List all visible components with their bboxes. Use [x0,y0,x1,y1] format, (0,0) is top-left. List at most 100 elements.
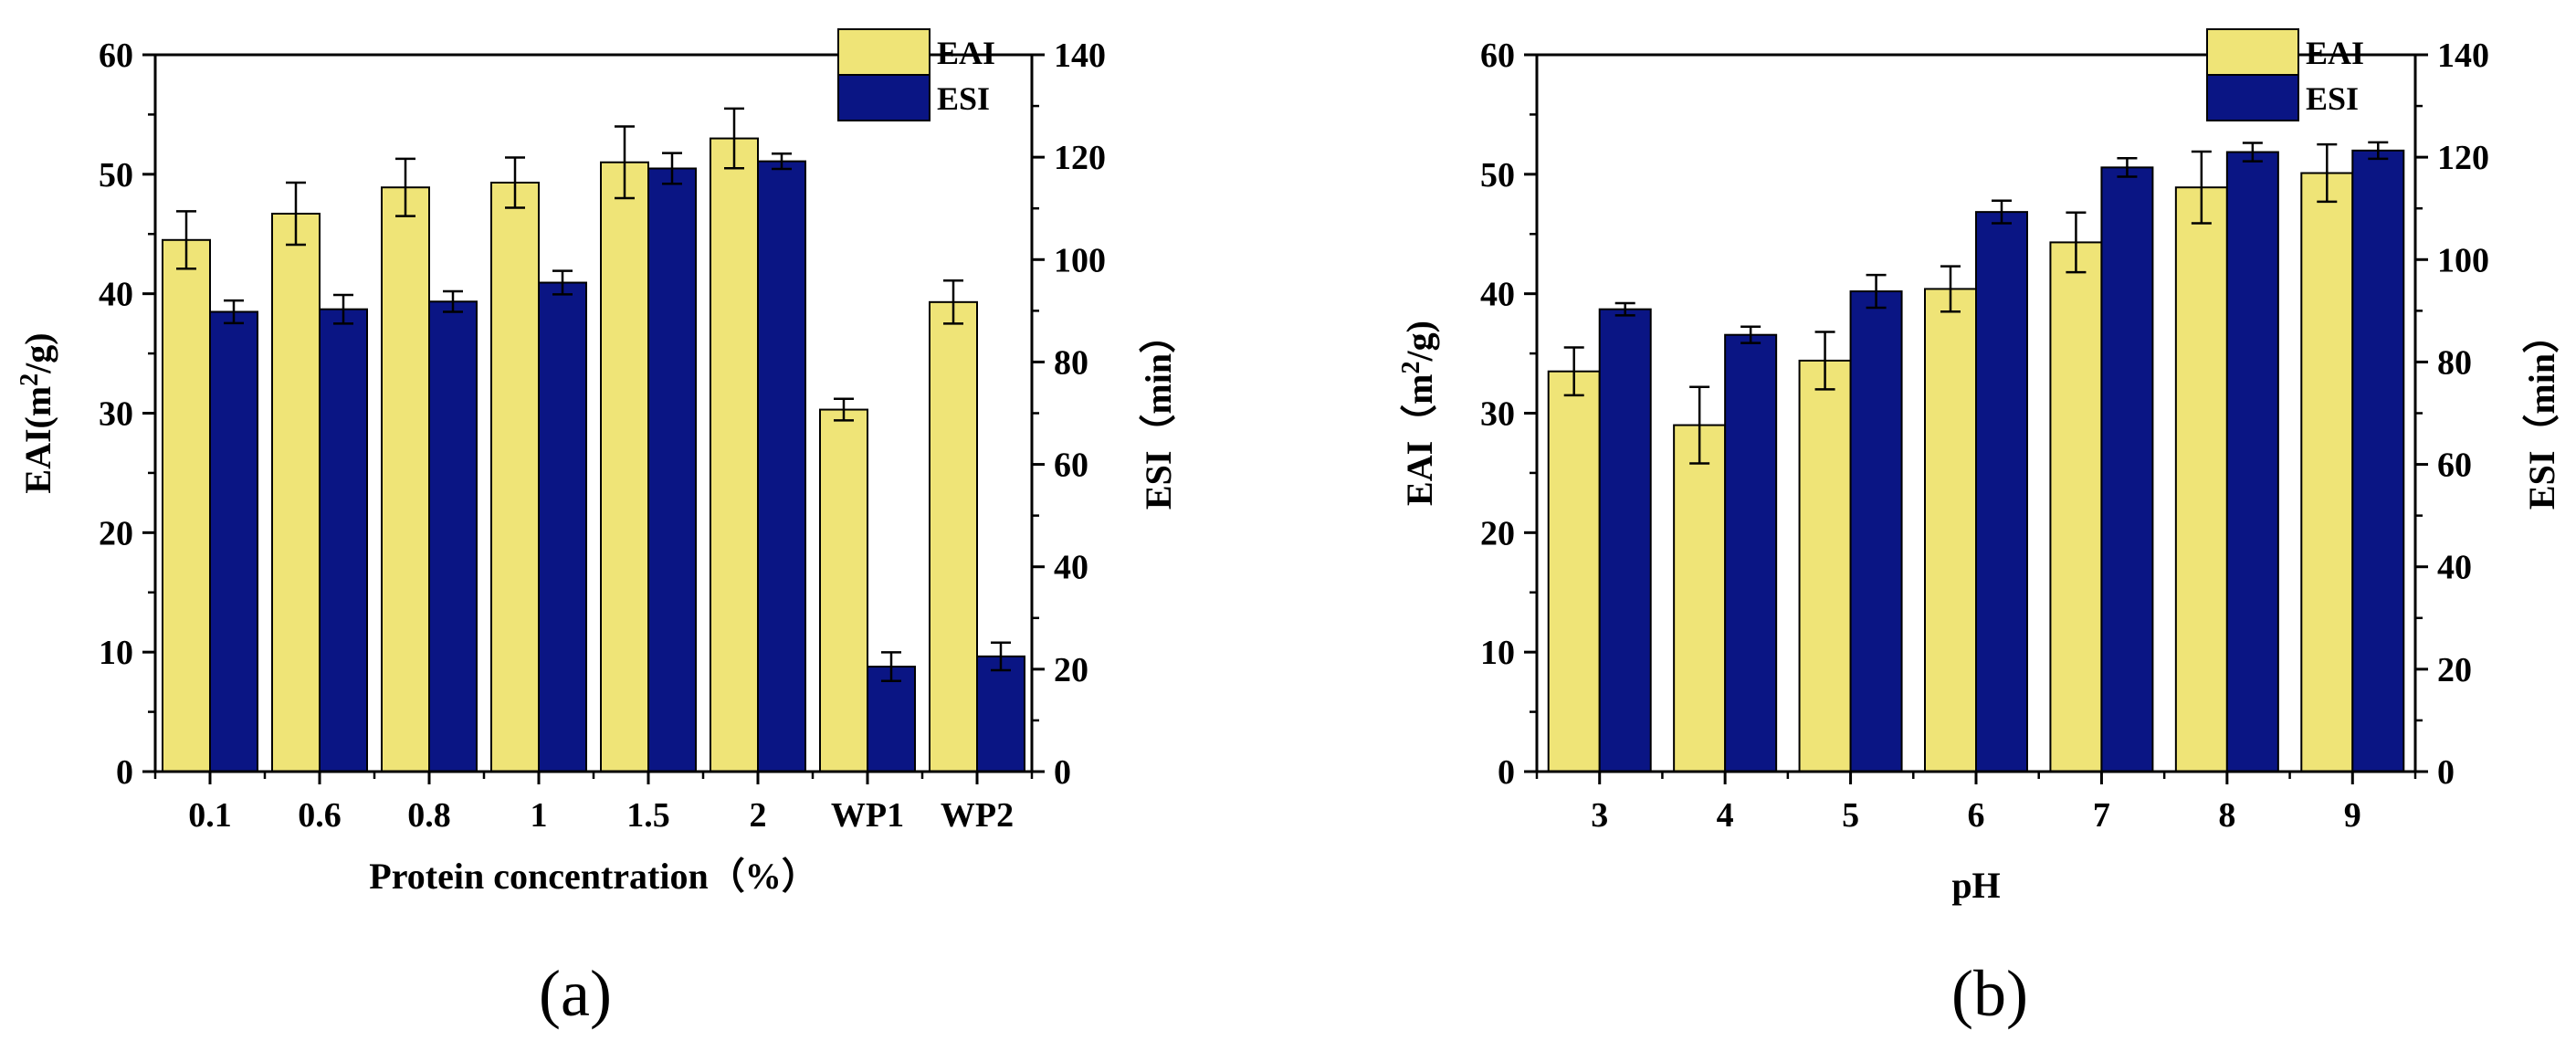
y-axis-right-title: ESI（min） [2521,317,2562,510]
y-right-tick-label: 40 [2437,549,2472,587]
legend: EAI ESI [837,28,995,121]
chart-panel-b: 0 10 20 30 40 50 60 0 20 40 60 80 100 120 140 3 4 5 6 7 8 9 pH… [1397,28,2562,1030]
bar-esi-wp1 [867,666,916,773]
x-tick-label: 0.1 [188,796,232,835]
chart-panel-a: 0 10 20 30 40 50 60 0 20 40 60 80 100 120 140 0.1 0.6 0.8… [16,28,1179,1030]
x-axis-title: Protein concentration（%） [369,856,817,897]
x-tick-label: 7 [2093,796,2110,835]
bar-eai-0.1 [162,238,211,772]
y-right-tick-label: 40 [1054,549,1088,587]
y-axis-left-title: EAI(m2/g) [16,332,58,493]
bar-eai-4 [1673,424,1727,772]
y-right-tick-label: 140 [1054,37,1106,75]
legend: EAI ESI [2206,28,2364,121]
y-left-tick-label: 20 [1480,514,1515,552]
bar-eai-5 [1798,359,1852,772]
bar-esi-9 [2351,149,2405,772]
y-axis-left-title: EAI（m2/g) [1397,321,1440,506]
y-left-tick-label: 20 [99,514,133,552]
bar-esi-0.8 [428,300,478,772]
x-tick-label: 1 [531,796,548,835]
x-tick-label: 0.8 [407,796,451,835]
y-axis-left-title-superscript: 2 [16,373,44,386]
panel-label: (b) [1951,957,2028,1030]
y-left-tick-label: 0 [116,753,133,792]
bar-esi-wp2 [976,655,1025,773]
y-right-tick-label: 80 [1054,343,1088,382]
bars [162,137,1025,773]
bar-eai-7 [2049,241,2103,772]
bar-esi-5 [1849,290,1903,772]
x-axis-title: pH [1951,865,2000,906]
y-left-tick-label: 0 [1498,753,1515,792]
bar-eai-0.8 [381,186,430,773]
x-axis: 0.1 0.6 0.8 1 1.5 2 WP1 WP2 [153,772,1034,835]
bar-esi-7 [2100,166,2154,773]
bar-eai-2 [710,137,759,773]
legend-label-eai: EAI [2306,35,2364,71]
bar-esi-0.1 [209,310,258,772]
y-axis-left-title-prefix: EAI（m [1399,373,1440,505]
bar-esi-1 [538,281,587,772]
bar-esi-1.5 [647,167,697,772]
y-right-tick-label: 80 [2437,343,2472,382]
y-right-tick-label: 120 [1054,139,1106,177]
legend-label-esi: ESI [2306,80,2359,117]
y-axis-right-title: ESI（min） [1138,317,1179,510]
bar-esi-3 [1598,308,1652,772]
legend-label-eai: EAI [937,35,995,71]
bar-eai-1.5 [600,161,649,772]
legend-label-esi: ESI [937,80,990,117]
bars [1547,149,2405,773]
bar-eai-wp1 [819,408,868,772]
x-tick-label: WP2 [941,796,1014,835]
y-left-tick-label: 30 [1480,395,1515,434]
bar-eai-9 [2300,172,2354,772]
bar-eai-6 [1924,288,1977,772]
y-right-tick-label: 100 [2437,241,2489,279]
y-left-tick-label: 30 [99,395,133,434]
bar-eai-3 [1547,370,1601,772]
y-right-tick-label: 0 [1054,753,1071,792]
bar-esi-2 [757,160,806,772]
y-left-tick-label: 10 [99,634,133,672]
y-right-tick-label: 140 [2437,37,2489,75]
y-right-tick-label: 100 [1054,241,1106,279]
y-left-tick-label: 60 [99,37,133,75]
x-axis: 3 4 5 6 7 8 9 [1535,772,2417,835]
y-right-tick-label: 60 [1054,447,1088,485]
bar-eai-1 [490,181,540,773]
panel-label: (a) [539,957,612,1030]
legend-swatch-esi [2206,74,2299,121]
error-bars [1563,141,2389,465]
bar-esi-0.6 [319,308,368,772]
y-axis-left: 0 10 20 30 40 50 60 [1480,37,1537,792]
legend-swatch-eai [2206,28,2299,76]
y-left-tick-label: 40 [99,276,133,314]
x-tick-label: 5 [1842,796,1859,835]
bar-eai-8 [2174,186,2228,773]
x-tick-label: 2 [750,796,767,835]
y-axis-right: 0 20 40 60 80 100 120 140 [2415,37,2489,792]
y-left-tick-label: 40 [1480,276,1515,314]
bar-eai-0.6 [271,213,321,772]
y-axis-left-title-prefix: EAI(m [17,386,58,494]
legend-swatch-eai [837,28,931,76]
legend-swatch-esi [837,74,931,121]
bar-esi-8 [2225,151,2279,773]
x-tick-label: WP1 [831,796,904,835]
error-bars [176,107,1011,683]
bar-eai-wp2 [929,300,978,772]
x-tick-label: 3 [1591,796,1608,835]
y-left-tick-label: 50 [99,156,133,194]
x-tick-label: 0.6 [298,796,342,835]
y-left-tick-label: 10 [1480,634,1515,672]
y-axis-left: 0 10 20 30 40 50 60 [99,37,155,792]
x-tick-label: 6 [1968,796,1985,835]
y-axis-left-title-superscript: 2 [1397,361,1425,373]
y-axis-left-title-suffix: /g) [1399,321,1440,362]
x-tick-label: 9 [2344,796,2361,835]
y-right-tick-label: 0 [2437,753,2455,792]
y-right-tick-label: 20 [1054,651,1088,689]
